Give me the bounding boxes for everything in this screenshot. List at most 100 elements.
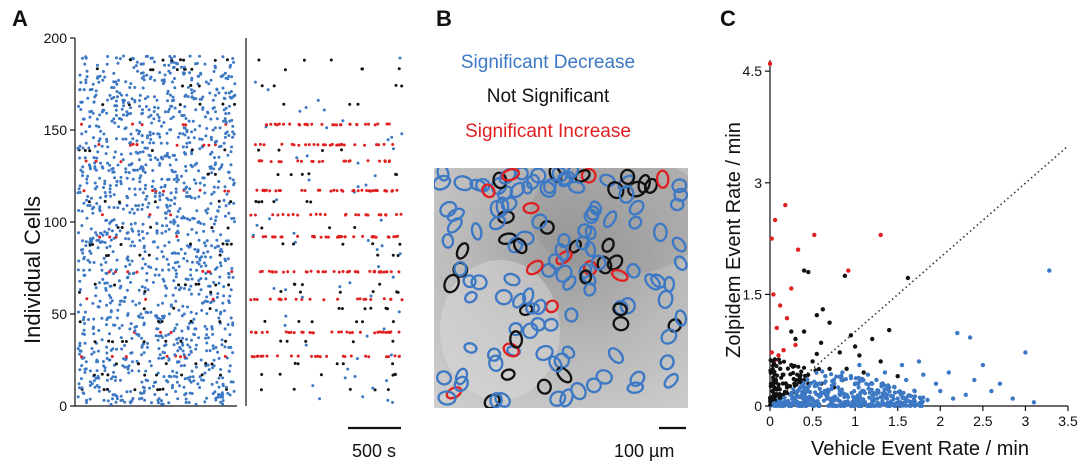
cell-outline xyxy=(657,289,674,309)
vehicle-event xyxy=(93,187,97,191)
vehicle-event xyxy=(120,152,123,156)
vehicle-event xyxy=(98,176,102,180)
vehicle-event xyxy=(205,239,209,243)
zolpidem-event xyxy=(344,159,347,163)
zolpidem-event xyxy=(364,183,368,187)
vehicle-event xyxy=(156,303,160,307)
zolpidem-event xyxy=(352,189,356,192)
vehicle-event xyxy=(121,364,125,368)
vehicle-event xyxy=(109,402,113,406)
vehicle-event xyxy=(220,391,224,395)
vehicle-event xyxy=(126,101,130,105)
vehicle-event xyxy=(103,369,107,373)
vehicle-event xyxy=(138,121,142,124)
vehicle-event xyxy=(102,398,106,402)
vehicle-event xyxy=(223,214,227,218)
scatter-point-cloud xyxy=(815,398,820,404)
vehicle-event xyxy=(169,93,172,97)
zolpidem-event xyxy=(265,354,269,358)
vehicle-event xyxy=(198,54,202,58)
vehicle-event xyxy=(229,63,233,67)
vehicle-event xyxy=(157,320,160,323)
cell-outline xyxy=(481,183,496,199)
zolpidem-event xyxy=(323,213,327,217)
scatter-point-cloud xyxy=(892,385,897,390)
zolpidem-event xyxy=(292,331,296,335)
vehicle-event xyxy=(87,146,91,150)
scatter-point-cloud xyxy=(783,381,788,386)
scatter-point-cloud xyxy=(792,381,797,386)
zolpidem-event xyxy=(293,240,297,244)
vehicle-event xyxy=(160,224,164,228)
vehicle-event xyxy=(216,244,220,248)
vehicle-event xyxy=(81,117,85,121)
zolpidem-event xyxy=(346,270,349,274)
vehicle-event xyxy=(79,349,83,353)
vehicle-event xyxy=(190,227,194,231)
cell-outline xyxy=(518,303,534,317)
zolpidem-event xyxy=(316,98,320,102)
vehicle-event xyxy=(118,229,122,233)
vehicle-event xyxy=(88,260,92,264)
scatter-point-cloud xyxy=(768,402,773,407)
vehicle-event xyxy=(221,376,225,380)
vehicle-event xyxy=(105,62,109,66)
vehicle-event xyxy=(122,113,125,117)
vehicle-event xyxy=(143,187,147,191)
zolpidem-event xyxy=(276,354,279,358)
vehicle-event xyxy=(133,187,137,191)
vehicle-event xyxy=(158,191,162,195)
scatter-point-cloud xyxy=(792,363,797,368)
scatter-point-cloud xyxy=(816,366,822,372)
vehicle-event xyxy=(221,55,225,59)
vehicle-event xyxy=(184,397,188,401)
vehicle-event xyxy=(196,220,200,224)
zolpidem-event xyxy=(325,354,329,358)
zolpidem-event xyxy=(305,200,309,203)
vehicle-event xyxy=(123,296,127,300)
zolpidem-event xyxy=(266,88,270,92)
vehicle-event xyxy=(81,56,84,60)
zolpidem-event xyxy=(376,330,380,334)
cell-outline xyxy=(577,223,593,239)
vehicle-event xyxy=(105,351,109,355)
vehicle-event xyxy=(143,171,147,174)
zolpidem-event xyxy=(296,213,300,217)
vehicle-event xyxy=(223,189,227,193)
zolpidem-event xyxy=(321,270,325,274)
scatter-point-cloud xyxy=(791,387,796,392)
zolpidem-event xyxy=(353,375,357,378)
scatter-point-decrease xyxy=(916,359,922,364)
scatter-point-cloud xyxy=(777,387,782,392)
vehicle-event xyxy=(76,191,80,195)
zolpidem-event xyxy=(397,270,401,274)
scatter-point-cloud xyxy=(785,384,790,389)
vehicle-event xyxy=(167,374,171,378)
vehicle-event xyxy=(188,375,192,379)
zolpidem-event xyxy=(355,320,359,324)
vehicle-event xyxy=(221,399,225,402)
zolpidem-event xyxy=(384,331,388,334)
scatter-point-cloud xyxy=(771,361,777,366)
vehicle-event xyxy=(85,216,89,220)
vehicle-event xyxy=(138,397,141,401)
panel-c-x-tick-label: 1 xyxy=(851,413,859,429)
vehicle-event xyxy=(198,188,202,192)
vehicle-event xyxy=(100,240,104,244)
vehicle-event xyxy=(144,97,147,101)
zolpidem-event xyxy=(260,200,264,204)
zolpidem-event xyxy=(380,244,384,248)
vehicle-event xyxy=(226,391,230,395)
zolpidem-event xyxy=(335,143,339,147)
vehicle-event xyxy=(134,150,138,154)
zolpidem-event xyxy=(344,212,348,216)
vehicle-event xyxy=(216,350,220,354)
zolpidem-event xyxy=(321,159,325,163)
vehicle-event xyxy=(140,123,144,127)
vehicle-event xyxy=(142,244,146,248)
zolpidem-event xyxy=(339,123,343,127)
zolpidem-event xyxy=(335,189,339,193)
scatter-point-cloud xyxy=(828,398,834,403)
vehicle-event xyxy=(116,95,119,99)
zolpidem-event xyxy=(391,253,395,257)
